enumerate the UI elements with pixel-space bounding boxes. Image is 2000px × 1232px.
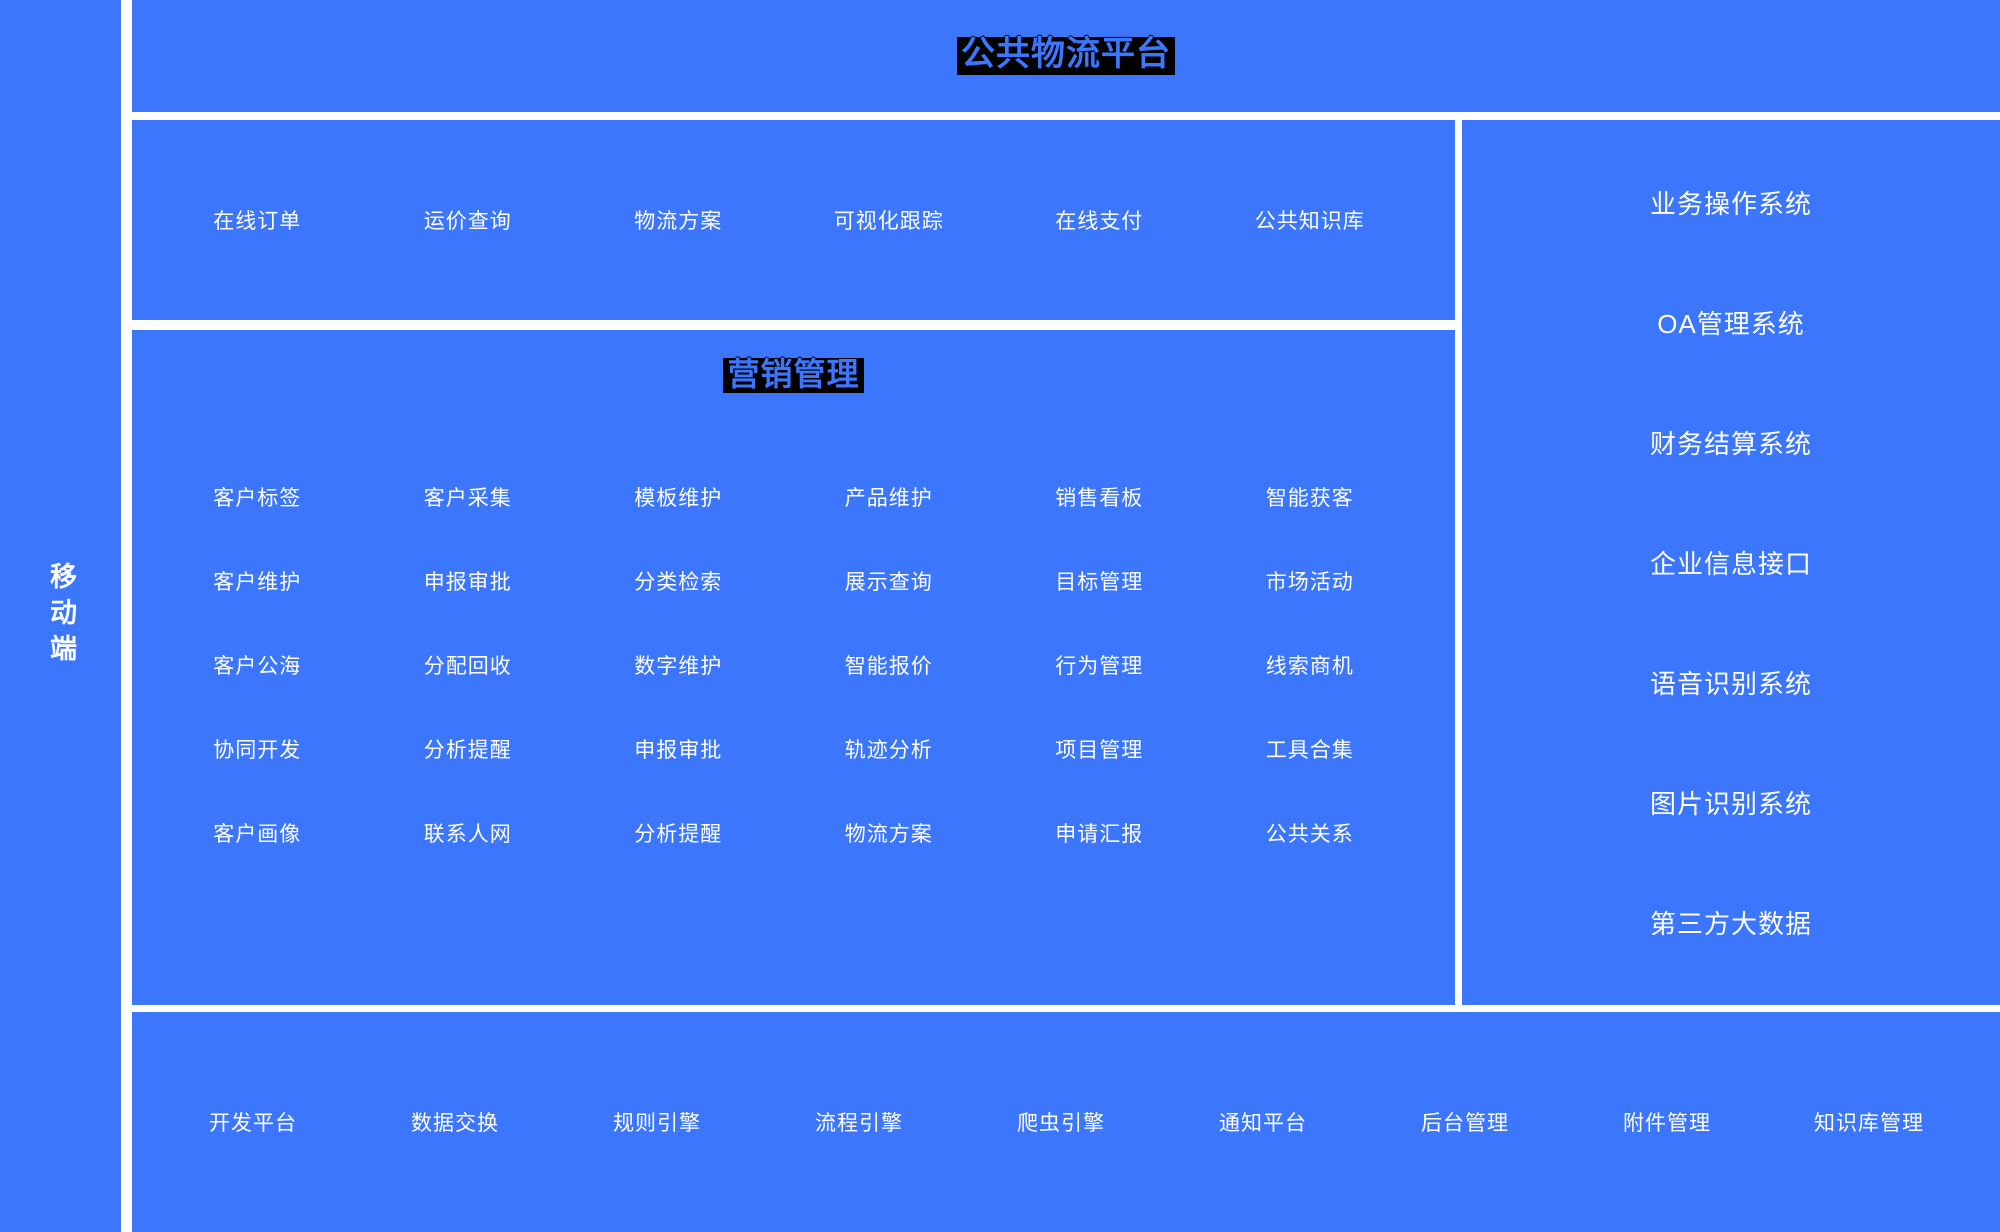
marketing-item[interactable]: 申请汇报: [1055, 823, 1144, 846]
service-item[interactable]: 在线支付: [1055, 210, 1144, 233]
system-item[interactable]: 业务操作系统: [1649, 188, 1812, 219]
marketing-grid: 客户标签 客户采集 模板维护 产品维护 销售看板 智能获客 客户维护 申报审批 分类检索 展示查询…: [152, 455, 1415, 875]
marketing-item[interactable]: 行为管理: [1055, 655, 1144, 678]
marketing-item[interactable]: 客户画像: [213, 823, 302, 846]
platform-item[interactable]: 知识库管理: [1814, 1112, 1924, 1135]
services-row: 在线订单 运价查询 物流方案 可视化跟踪 在线支付 公共知识库: [132, 205, 1455, 235]
marketing-item[interactable]: 协同开发: [213, 739, 302, 762]
marketing-item[interactable]: 智能报价: [844, 655, 933, 678]
system-item[interactable]: 财务结算系统: [1649, 428, 1812, 459]
service-item[interactable]: 公共知识库: [1254, 210, 1365, 233]
platform-item[interactable]: 规则引擎: [613, 1112, 701, 1135]
marketing-item[interactable]: 销售看板: [1055, 487, 1144, 510]
platform-item[interactable]: 后台管理: [1421, 1112, 1509, 1135]
service-item[interactable]: 物流方案: [634, 210, 723, 233]
marketing-item[interactable]: 公共关系: [1265, 823, 1354, 846]
marketing-item[interactable]: 申报审批: [423, 571, 512, 594]
marketing-item[interactable]: 客户采集: [423, 487, 512, 510]
marketing-item[interactable]: 客户公海: [213, 655, 302, 678]
marketing-item[interactable]: 客户维护: [213, 571, 302, 594]
marketing-item[interactable]: 展示查询: [844, 571, 933, 594]
platform-item[interactable]: 数据交换: [411, 1112, 499, 1135]
marketing-item[interactable]: 市场活动: [1265, 571, 1354, 594]
system-item[interactable]: OA管理系统: [1657, 308, 1805, 339]
platform-item[interactable]: 流程引擎: [815, 1112, 903, 1135]
marketing-item[interactable]: 模板维护: [634, 487, 723, 510]
service-item[interactable]: 可视化跟踪: [833, 210, 944, 233]
service-item[interactable]: 在线订单: [213, 210, 302, 233]
marketing-item[interactable]: 分配回收: [423, 655, 512, 678]
marketing-item[interactable]: 产品维护: [844, 487, 933, 510]
services-panel: 在线订单 运价查询 物流方案 可视化跟踪 在线支付 公共知识库: [132, 120, 1455, 320]
page-title: 公共物流平台: [957, 37, 1175, 75]
system-item[interactable]: 语音识别系统: [1649, 669, 1812, 700]
marketing-title: 营销管理: [723, 358, 864, 394]
platform-panel: 开发平台 数据交换 规则引擎 流程引擎 爬虫引擎 通知平台 后台管理 附件管理 知识库管理: [132, 1012, 2000, 1232]
system-item[interactable]: 企业信息接口: [1649, 548, 1812, 579]
system-item[interactable]: 第三方大数据: [1649, 909, 1812, 940]
header-bar: 公共物流平台: [132, 0, 2000, 112]
marketing-item[interactable]: 客户标签: [213, 487, 302, 510]
marketing-item[interactable]: 申报审批: [634, 739, 723, 762]
service-item[interactable]: 运价查询: [423, 210, 512, 233]
marketing-item[interactable]: 智能获客: [1265, 487, 1354, 510]
marketing-item[interactable]: 数字维护: [634, 655, 723, 678]
platform-item[interactable]: 爬虫引擎: [1017, 1112, 1105, 1135]
platform-item[interactable]: 通知平台: [1219, 1112, 1307, 1135]
marketing-item[interactable]: 目标管理: [1055, 571, 1144, 594]
marketing-item[interactable]: 分析提醒: [634, 823, 723, 846]
marketing-item[interactable]: 项目管理: [1055, 739, 1144, 762]
marketing-item[interactable]: 物流方案: [844, 823, 933, 846]
sidebar-mobile[interactable]: 移动端: [0, 0, 121, 1232]
platform-item[interactable]: 附件管理: [1623, 1112, 1711, 1135]
marketing-item[interactable]: 线索商机: [1265, 655, 1354, 678]
marketing-item[interactable]: 联系人网: [423, 823, 512, 846]
marketing-item[interactable]: 分析提醒: [423, 739, 512, 762]
marketing-item[interactable]: 工具合集: [1265, 739, 1354, 762]
platform-row: 开发平台 数据交换 规则引擎 流程引擎 爬虫引擎 通知平台 后台管理 附件管理 知识库管理: [132, 1107, 2000, 1137]
platform-item[interactable]: 开发平台: [209, 1112, 297, 1135]
marketing-item[interactable]: 分类检索: [634, 571, 723, 594]
marketing-title-wrap: 营销管理: [132, 358, 1455, 394]
marketing-panel: 营销管理 客户标签 客户采集 模板维护 产品维护 销售看板 智能获客 客户维护 申报审批 分类检…: [132, 330, 1455, 1005]
system-item[interactable]: 图片识别系统: [1649, 789, 1812, 820]
sidebar-mobile-label: 移动端: [46, 562, 76, 670]
marketing-item[interactable]: 轨迹分析: [844, 739, 933, 762]
systems-panel: 业务操作系统 OA管理系统 财务结算系统 企业信息接口 语音识别系统 图片识别系统 第三方大…: [1462, 120, 2000, 1005]
